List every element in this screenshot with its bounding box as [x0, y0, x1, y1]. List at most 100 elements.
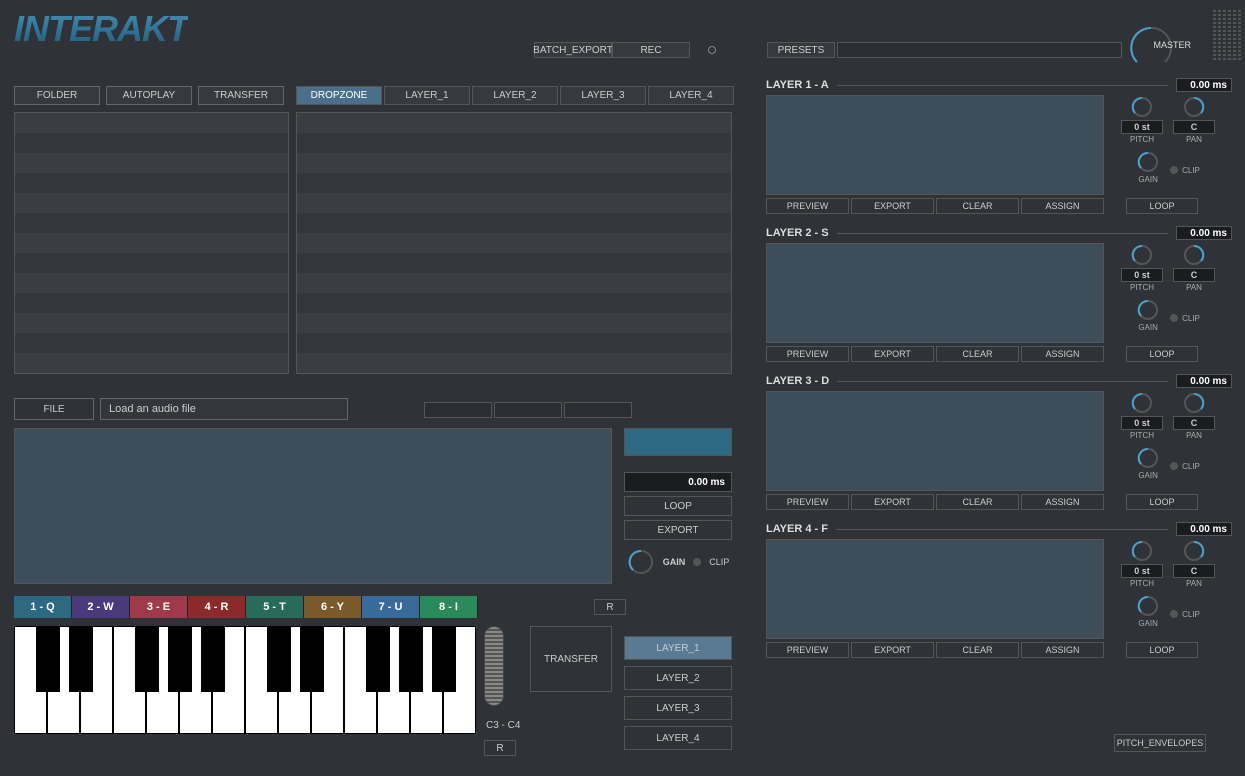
pitch-wheel[interactable]	[484, 626, 504, 706]
layer-3-gain-knob[interactable]	[1136, 446, 1160, 470]
layer-1-clear-button[interactable]: CLEAR	[936, 198, 1019, 214]
r-button-2[interactable]: R	[484, 740, 516, 756]
black-key[interactable]	[36, 626, 60, 692]
layer-1-waveform[interactable]	[766, 95, 1104, 195]
dropzone-panel[interactable]	[296, 112, 732, 374]
black-key[interactable]	[201, 626, 225, 692]
layer-3-pan-value: C	[1173, 416, 1215, 430]
layer-3-gain-label: GAIN	[1138, 471, 1158, 480]
tab-layer_4[interactable]: LAYER_4	[648, 86, 734, 105]
layer-1-clip-led-icon	[1170, 166, 1178, 174]
waveform-panel[interactable]	[14, 428, 612, 584]
folder-list-panel[interactable]	[14, 112, 289, 374]
master-section: MASTER	[1109, 8, 1197, 64]
layer-3-assign-button[interactable]: ASSIGN	[1021, 494, 1104, 510]
r-button-1[interactable]: R	[594, 599, 626, 615]
layer-3-loop-button[interactable]: LOOP	[1126, 494, 1198, 510]
hotkey-5[interactable]: 5 - T	[246, 596, 304, 618]
layer-4-preview-button[interactable]: PREVIEW	[766, 642, 849, 658]
layer-select-1[interactable]: LAYER_1	[624, 636, 732, 660]
info-field-2	[494, 402, 562, 418]
presets-field[interactable]	[837, 42, 1122, 58]
autoplay-button[interactable]: AUTOPLAY	[106, 86, 192, 105]
layer-4-loop-button[interactable]: LOOP	[1126, 642, 1198, 658]
side-gain-knob[interactable]	[627, 548, 655, 576]
layer-1-clip-label: CLIP	[1182, 166, 1200, 175]
batch-export-button[interactable]: BATCH_EXPORT	[534, 42, 612, 58]
side-export-button[interactable]: EXPORT	[624, 520, 732, 540]
layer-3-pan-knob[interactable]	[1182, 391, 1206, 415]
layer-4-waveform[interactable]	[766, 539, 1104, 639]
hotkey-6[interactable]: 6 - Y	[304, 596, 362, 618]
black-key[interactable]	[432, 626, 456, 692]
layer-2-waveform[interactable]	[766, 243, 1104, 343]
black-key[interactable]	[366, 626, 390, 692]
layer-select-4[interactable]: LAYER_4	[624, 726, 732, 750]
layer-2-pitch-label: PITCH	[1130, 283, 1154, 292]
tab-layer_1[interactable]: LAYER_1	[384, 86, 470, 105]
layer-4-pitch-knob[interactable]	[1130, 539, 1154, 563]
layer-2-pitch-value: 0 st	[1121, 268, 1163, 282]
layer-3-pitch-knob[interactable]	[1130, 391, 1154, 415]
layer-1-assign-button[interactable]: ASSIGN	[1021, 198, 1104, 214]
black-key[interactable]	[399, 626, 423, 692]
file-path-field[interactable]: Load an audio file	[100, 398, 348, 420]
black-key[interactable]	[69, 626, 93, 692]
side-ms-display: 0.00 ms	[624, 472, 732, 492]
tab-layer_2[interactable]: LAYER_2	[472, 86, 558, 105]
layer-2-assign-button[interactable]: ASSIGN	[1021, 346, 1104, 362]
layer-2-clip-label: CLIP	[1182, 314, 1200, 323]
layer-2-preview-button[interactable]: PREVIEW	[766, 346, 849, 362]
hotkey-1[interactable]: 1 - Q	[14, 596, 72, 618]
hotkey-2[interactable]: 2 - W	[72, 596, 130, 618]
file-button[interactable]: FILE	[14, 398, 94, 420]
piano-keyboard[interactable]	[14, 626, 476, 734]
black-key[interactable]	[168, 626, 192, 692]
layer-3-waveform[interactable]	[766, 391, 1104, 491]
transfer-button[interactable]: TRANSFER	[198, 86, 284, 105]
rec-button[interactable]: REC	[612, 42, 690, 58]
layer-select-2[interactable]: LAYER_2	[624, 666, 732, 690]
layer-3-clear-button[interactable]: CLEAR	[936, 494, 1019, 510]
side-loop-button[interactable]: LOOP	[624, 496, 732, 516]
layer-3-export-button[interactable]: EXPORT	[851, 494, 934, 510]
tab-layer_3[interactable]: LAYER_3	[560, 86, 646, 105]
master-label: MASTER	[1153, 40, 1191, 50]
black-key[interactable]	[135, 626, 159, 692]
layer-3-ms: 0.00 ms	[1176, 374, 1232, 388]
layer-3-pitch-value: 0 st	[1121, 416, 1163, 430]
pitch-envelopes-button[interactable]: PITCH_ENVELOPES	[1114, 734, 1206, 752]
tab-dropzone[interactable]: DROPZONE	[296, 86, 382, 105]
layer-1-export-button[interactable]: EXPORT	[851, 198, 934, 214]
layer-select-3[interactable]: LAYER_3	[624, 696, 732, 720]
layer-4-assign-button[interactable]: ASSIGN	[1021, 642, 1104, 658]
black-key[interactable]	[300, 626, 324, 692]
layer-4-gain-knob[interactable]	[1136, 594, 1160, 618]
hotkey-3[interactable]: 3 - E	[130, 596, 188, 618]
black-key[interactable]	[267, 626, 291, 692]
side-preview-panel[interactable]	[624, 428, 732, 456]
layer-2-loop-button[interactable]: LOOP	[1126, 346, 1198, 362]
layer-3-pitch-label: PITCH	[1130, 431, 1154, 440]
layer-4-pitch-value: 0 st	[1121, 564, 1163, 578]
layer-2-clear-button[interactable]: CLEAR	[936, 346, 1019, 362]
hotkey-8[interactable]: 8 - I	[420, 596, 478, 618]
layer-1-gain-knob[interactable]	[1136, 150, 1160, 174]
layer-1-loop-button[interactable]: LOOP	[1126, 198, 1198, 214]
layer-2-gain-knob[interactable]	[1136, 298, 1160, 322]
presets-button[interactable]: PRESETS	[767, 42, 835, 58]
layer-1-pitch-knob[interactable]	[1130, 95, 1154, 119]
layer-1-preview-button[interactable]: PREVIEW	[766, 198, 849, 214]
layer-2-pitch-knob[interactable]	[1130, 243, 1154, 267]
folder-button[interactable]: FOLDER	[14, 86, 100, 105]
layer-2-pan-knob[interactable]	[1182, 243, 1206, 267]
hotkey-7[interactable]: 7 - U	[362, 596, 420, 618]
layer-2-export-button[interactable]: EXPORT	[851, 346, 934, 362]
layer-3-preview-button[interactable]: PREVIEW	[766, 494, 849, 510]
hotkey-4[interactable]: 4 - R	[188, 596, 246, 618]
transfer-button-2[interactable]: TRANSFER	[530, 626, 612, 692]
layer-4-export-button[interactable]: EXPORT	[851, 642, 934, 658]
layer-4-clear-button[interactable]: CLEAR	[936, 642, 1019, 658]
layer-1-pan-knob[interactable]	[1182, 95, 1206, 119]
layer-4-pan-knob[interactable]	[1182, 539, 1206, 563]
